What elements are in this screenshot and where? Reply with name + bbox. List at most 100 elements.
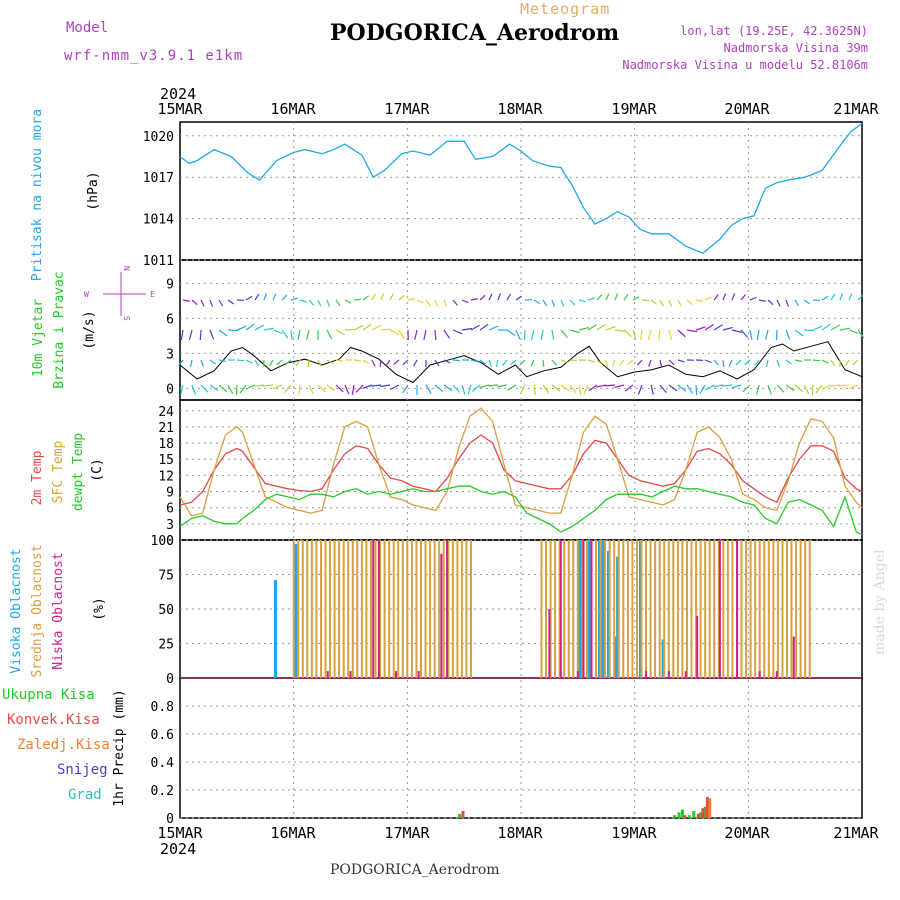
year-label-top: 2024	[160, 85, 196, 103]
low_cloud-bar-17	[718, 540, 721, 678]
mid_cloud-bar-99	[808, 540, 811, 678]
wind-arrow-284	[821, 295, 829, 301]
mid_cloud-bar-12	[347, 540, 350, 678]
pressure-ytick-2: 1017	[143, 171, 174, 186]
wind-arrow-240	[722, 293, 727, 301]
wind-arrow-130	[470, 359, 478, 363]
wind-arrow-269	[785, 329, 791, 340]
lonlat-label: lon,lat (19.25E, 42.3625N)	[680, 24, 868, 38]
mid_cloud-bar-8	[329, 540, 331, 678]
mid_cloud-bar-58	[622, 540, 625, 678]
low_cloud-bar-19	[758, 671, 761, 678]
wind-arrow-96	[398, 294, 405, 301]
wind-arrow-119	[443, 384, 453, 392]
mid_cloud-bar-66	[658, 540, 661, 678]
low_cloud-bar-13	[645, 671, 647, 678]
wind-arrow-138	[488, 359, 492, 367]
wind-arrow-1	[180, 329, 184, 340]
cloud-label-1: Visoka Oblacnost	[9, 548, 24, 673]
conv_precip-bar-1	[683, 815, 687, 818]
wind-arrow-8	[200, 299, 205, 307]
wind-arrow-32	[254, 293, 260, 301]
wind-arrow-116	[443, 299, 448, 307]
wind-arrow-245	[731, 329, 742, 333]
low_cloud-bar-14	[667, 671, 670, 678]
wind-arrow-88	[380, 293, 384, 301]
wind-arrow-90	[379, 359, 382, 367]
temperature-ytick-8: 24	[158, 405, 174, 420]
wind-arrow-26	[236, 359, 245, 362]
wind-arrow-112	[434, 299, 439, 307]
wind-arrow-216	[668, 299, 672, 307]
wind-arrow-108	[425, 299, 431, 306]
compass-s: S	[122, 316, 131, 321]
precip-legend-conv: Konvek.Kisa	[7, 712, 100, 728]
wind-unit: (m/s)	[82, 310, 97, 349]
mid_cloud-bar-77	[708, 540, 711, 678]
wind-arrow-136	[488, 293, 493, 301]
wind-arrow-76	[353, 298, 362, 301]
wind-arrow-298	[844, 359, 850, 367]
wind-arrow-59	[308, 384, 314, 395]
wind-arrow-5	[188, 329, 193, 340]
high_cloud-bar-6	[607, 551, 610, 678]
high_cloud-bar-0	[274, 580, 277, 678]
wind-arrow-181	[587, 324, 597, 331]
wind-arrow-158	[530, 359, 535, 367]
wind-arrow-60	[317, 299, 322, 307]
low_cloud-bar-4	[395, 671, 397, 678]
mid_cloud-bar-76	[704, 540, 707, 678]
wind-arrow-222	[677, 359, 685, 363]
mid_cloud-bar-49	[581, 540, 584, 678]
tick-label-bottom-3: 18MAR	[497, 824, 543, 842]
temperature-ytick-2: 6	[166, 502, 174, 517]
tick-label-top-6: 21MAR	[833, 100, 879, 118]
wind-arrow-56	[308, 299, 315, 306]
wind-arrow-239	[705, 384, 715, 391]
wind-arrow-143	[487, 384, 499, 387]
wind-arrow-9	[199, 329, 202, 341]
elevation-label: Nadmorska Visina 39m	[723, 41, 869, 55]
low_cloud-bar-5	[417, 671, 420, 678]
wind-arrow-29	[245, 323, 255, 331]
wind-arrow-37	[263, 327, 274, 331]
mid_cloud-bar-70	[676, 540, 679, 678]
wind-arrow-52	[299, 299, 307, 303]
wind-arrow-86	[371, 359, 376, 367]
wind-arrow-203	[624, 384, 634, 392]
sfc_temp-line	[179, 407, 863, 517]
wind-arrow-150	[510, 359, 517, 365]
mid_cloud-bar-55	[608, 540, 611, 678]
high_cloud-bar-5	[601, 540, 605, 678]
precip-legend-hail: Grad	[68, 787, 102, 803]
mid_cloud-bar-17	[370, 540, 372, 678]
wind-arrow-109	[423, 329, 427, 340]
wind-arrow-235	[699, 384, 706, 394]
wind-arrow-93	[389, 329, 400, 336]
high_cloud-bar-10	[661, 639, 665, 678]
temperature-ytick-3: 9	[166, 486, 174, 501]
cloud_cover-ytick-1: 25	[158, 638, 174, 653]
low_cloud-bar-12	[590, 540, 593, 678]
wind-arrow-234	[704, 359, 712, 364]
wind-arrow-220	[677, 299, 682, 307]
mid_cloud-bar-79	[717, 540, 720, 678]
precipitation-ytick-2: 0.4	[151, 756, 175, 771]
wind-arrow-173	[569, 329, 580, 334]
wind-arrow-118	[443, 359, 451, 364]
wind-arrow-199	[614, 384, 625, 388]
wind-arrow-42	[268, 359, 274, 367]
mid_cloud-bar-21	[388, 540, 391, 678]
wind-arrow-193	[614, 329, 625, 332]
wind-arrow-207	[637, 384, 643, 395]
wind-arrow-159	[533, 384, 536, 395]
wind-arrow-237	[713, 324, 723, 331]
wind-arrow-3	[180, 384, 184, 395]
tick-label-top-3: 18MAR	[497, 100, 543, 118]
wind-arrow-64	[326, 299, 331, 307]
low_cloud-bar-15	[684, 671, 687, 678]
wind-arrow-244	[731, 293, 736, 301]
mid_cloud-bar-34	[447, 540, 450, 678]
wind-arrow-155	[519, 384, 526, 395]
wind-arrow-123	[452, 384, 461, 393]
